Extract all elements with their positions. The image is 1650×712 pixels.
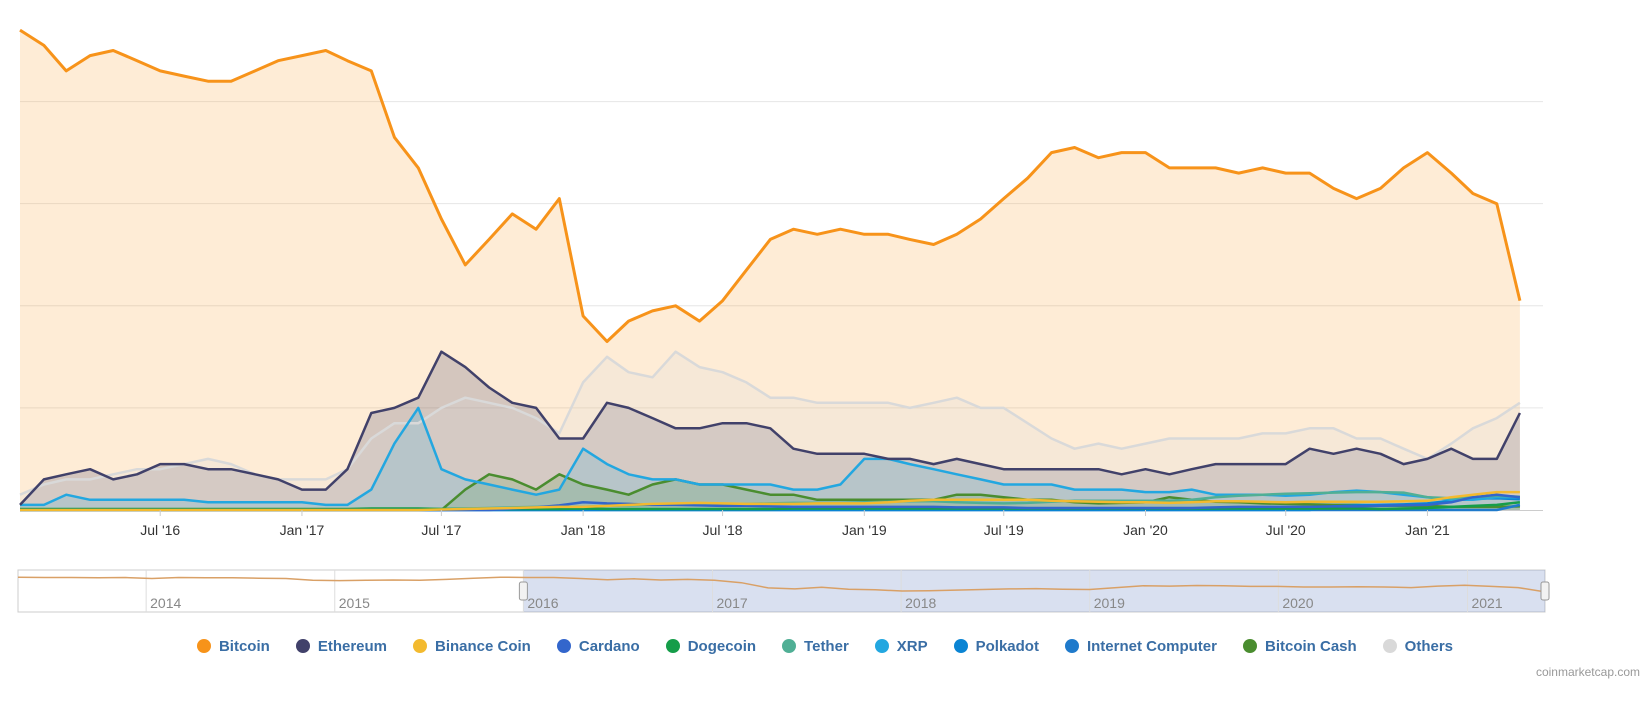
- legend-item-cardano[interactable]: Cardano: [556, 635, 640, 657]
- legend-item-binance-coin[interactable]: Binance Coin: [413, 635, 531, 657]
- legend-item-dogecoin[interactable]: Dogecoin: [665, 635, 757, 657]
- legend: Bitcoin Ethereum Binance Coin Cardano Dogeco…: [0, 635, 1650, 657]
- x-tick-label: Jan '20: [1123, 522, 1168, 538]
- legend-label: Binance Coin: [435, 637, 531, 655]
- dominance-chart: Jul '16 Jan '17 Jul '17 Jan '18 Jul '18 Jan '…: [17, 28, 1550, 613]
- legend-label: Cardano: [578, 637, 640, 655]
- legend-marker-icon: [413, 639, 427, 653]
- navigator-handle-right[interactable]: [1540, 581, 1550, 601]
- series-line-binance-coin: [20, 490, 1520, 512]
- legend-label: Dogecoin: [687, 637, 757, 655]
- navigator-series-line: [17, 576, 1546, 593]
- legend-marker-icon: [295, 639, 310, 653]
- legend-item-bitcoin[interactable]: Bitcoin: [196, 635, 270, 657]
- legend-item-ethereum[interactable]: Ethereum: [295, 635, 387, 657]
- x-tick-label: Jan '21: [1405, 522, 1450, 538]
- series-line-bitcoin: [19, 28, 1522, 343]
- series-area-bitcoin: [20, 30, 1520, 510]
- legend-marker-icon: [1242, 639, 1257, 653]
- time-navigator[interactable]: 2014 2015 2016 2017 2018 2019 2020 2021: [17, 569, 1550, 613]
- legend-label: Ethereum: [317, 637, 387, 655]
- x-tick-label: Jul '17: [421, 522, 461, 538]
- legend-item-xrp[interactable]: XRP: [874, 635, 928, 657]
- legend-item-bitcoin-cash[interactable]: Bitcoin Cash: [1242, 635, 1357, 657]
- x-tick-label: Jul '18: [703, 522, 743, 538]
- legend-label: Others: [1404, 637, 1454, 655]
- navigator-selection: [523, 570, 1545, 612]
- x-tick-label: Jul '16: [140, 522, 180, 538]
- legend-marker-icon: [1064, 639, 1079, 653]
- navigator-year-label: 2017: [717, 595, 748, 611]
- legend-marker-icon: [953, 639, 968, 653]
- navigator-handle-left[interactable]: [518, 581, 528, 601]
- navigator-frame: [17, 569, 1546, 613]
- legend-label: Bitcoin: [218, 637, 270, 655]
- legend-marker-icon: [196, 639, 211, 653]
- legend-marker-icon: [665, 639, 680, 653]
- legend-marker-icon: [556, 639, 571, 653]
- x-tick-label: Jan '18: [561, 522, 606, 538]
- legend-item-polkadot[interactable]: Polkadot: [953, 635, 1039, 657]
- legend-label: Bitcoin Cash: [1264, 637, 1357, 655]
- x-tick-label: Jul '19: [984, 522, 1024, 538]
- legend-item-others[interactable]: Others: [1382, 635, 1454, 657]
- series-area-xrp: [20, 407, 1520, 510]
- legend-marker-icon: [782, 639, 797, 653]
- source-credit[interactable]: coinmarketcap.com: [1535, 665, 1640, 679]
- legend-label: Tether: [804, 637, 849, 655]
- legend-item-internet-computer[interactable]: Internet Computer: [1064, 635, 1217, 657]
- navigator-year-label: 2016: [527, 595, 558, 611]
- legend-label: XRP: [896, 637, 928, 655]
- series-lines: [19, 28, 1522, 512]
- navigator-year-label: 2014: [150, 595, 181, 611]
- series-line-ethereum: [19, 350, 1522, 506]
- legend-marker-icon: [874, 639, 889, 653]
- navigator-year-label: 2018: [905, 595, 936, 611]
- x-tick-label: Jul '20: [1266, 522, 1306, 538]
- legend-marker-icon: [1382, 639, 1397, 653]
- x-tick-label: Jan '19: [842, 522, 887, 538]
- series-areas: [20, 30, 1520, 510]
- legend-label: Internet Computer: [1086, 637, 1217, 655]
- legend-item-tether[interactable]: Tether: [782, 635, 849, 657]
- navigator-year-label: 2020: [1282, 595, 1313, 611]
- navigator-year-label: 2019: [1094, 595, 1125, 611]
- x-tick-label: Jan '17: [280, 522, 325, 538]
- x-axis: Jul '16 Jan '17 Jul '17 Jan '18 Jul '18 Jan '…: [140, 510, 1450, 538]
- legend-label: Polkadot: [975, 637, 1039, 655]
- navigator-year-label: 2021: [1471, 595, 1502, 611]
- navigator-year-label: 2015: [339, 595, 370, 611]
